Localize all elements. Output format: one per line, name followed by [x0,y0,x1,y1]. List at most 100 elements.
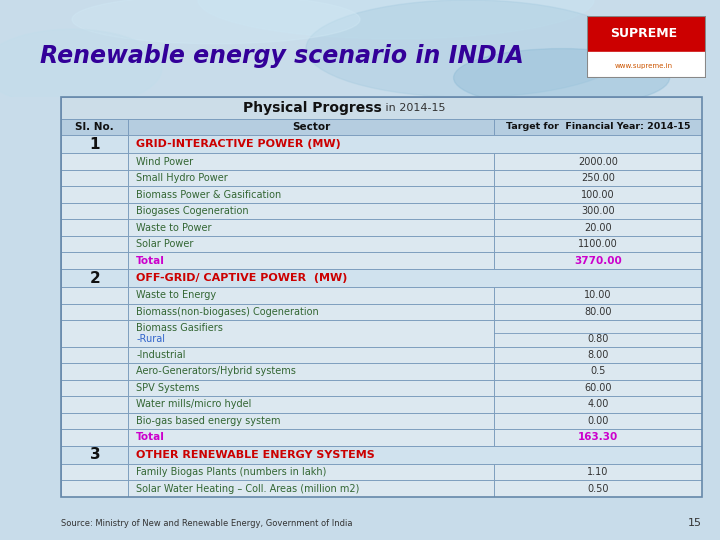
Bar [128,413,494,429]
Bar [128,303,494,320]
Bar [494,287,702,303]
Bar [61,153,128,170]
Text: OFF-GRID/ CAPTIVE POWER  (MW): OFF-GRID/ CAPTIVE POWER (MW) [136,273,348,283]
Text: Biomass(non-biogases) Cogeneration: Biomass(non-biogases) Cogeneration [136,307,319,317]
Text: Source: Ministry of New and Renewable Energy, Government of India: Source: Ministry of New and Renewable En… [61,519,353,528]
Bar [494,363,702,380]
Bar [587,52,706,78]
Text: 250.00: 250.00 [581,173,615,183]
Bar [494,219,702,236]
Bar [494,320,702,347]
Bar [128,464,494,480]
Bar [494,303,702,320]
Text: GRID-INTERACTIVE POWER (MW): GRID-INTERACTIVE POWER (MW) [136,139,341,149]
Bar [61,320,128,347]
Text: SPV Systems: SPV Systems [136,383,199,393]
Bar [128,153,494,170]
Bar [61,287,128,303]
Text: 2000.00: 2000.00 [578,157,618,167]
Bar [61,97,702,119]
Bar [128,236,494,252]
Text: Bio-gas based energy system: Bio-gas based energy system [136,416,281,426]
Bar [128,252,494,269]
Text: Solar Water Heating – Coll. Areas (million m2): Solar Water Heating – Coll. Areas (milli… [136,483,359,494]
Text: 100.00: 100.00 [581,190,615,200]
Bar [61,303,128,320]
Bar [61,396,128,413]
Ellipse shape [454,49,670,107]
Ellipse shape [0,29,162,107]
Bar [494,170,702,186]
Text: 10.00: 10.00 [584,291,611,300]
Bar [494,480,702,497]
Bar [61,347,128,363]
Bar [494,413,702,429]
Bar [128,429,494,445]
Bar [494,203,702,219]
Text: Biomass Power & Gasification: Biomass Power & Gasification [136,190,282,200]
Bar [61,413,128,429]
Bar [61,252,128,269]
Text: SUPREME: SUPREME [611,27,678,40]
Text: Aero-Generators/Hybrid systems: Aero-Generators/Hybrid systems [136,366,296,376]
Text: Wind Power: Wind Power [136,157,193,167]
Text: 1.10: 1.10 [588,467,608,477]
Text: 1100.00: 1100.00 [578,239,618,249]
Bar [494,380,702,396]
Bar [61,464,128,480]
Bar [61,269,128,287]
Text: Target for  Financial Year: 2014-15: Target for Financial Year: 2014-15 [505,123,690,131]
Bar [128,203,494,219]
Text: 60.00: 60.00 [584,383,611,393]
Bar [61,135,128,153]
Bar [128,320,494,347]
Bar [61,380,128,396]
Bar [128,363,494,380]
Bar [494,429,702,445]
Text: Total: Total [136,255,165,266]
Text: Sl. No.: Sl. No. [76,122,114,132]
Text: 3: 3 [89,447,100,462]
Text: Physical Progress: Physical Progress [243,101,382,115]
Ellipse shape [306,0,630,97]
Text: 15: 15 [688,518,702,528]
Text: Renewable energy scenario in INDIA: Renewable energy scenario in INDIA [40,44,523,69]
Bar [494,347,702,363]
Bar [128,269,702,287]
Text: Family Biogas Plants (numbers in lakh): Family Biogas Plants (numbers in lakh) [136,467,327,477]
Bar [61,446,128,464]
Bar [128,170,494,186]
Bar [494,186,702,203]
Text: 0.00: 0.00 [588,416,608,426]
Text: OTHER RENEWABLE ENERGY SYSTEMS: OTHER RENEWABLE ENERGY SYSTEMS [136,450,375,460]
Bar [61,480,128,497]
Text: 0.5: 0.5 [590,366,606,376]
Bar [128,380,494,396]
Text: 163.30: 163.30 [577,433,618,442]
Text: Total: Total [136,433,165,442]
Text: 80.00: 80.00 [584,307,611,317]
Bar [128,135,702,153]
Bar [494,119,702,135]
Text: in 2014-15: in 2014-15 [382,103,445,113]
Bar [61,429,128,445]
Text: www.supreme.in: www.supreme.in [615,63,673,69]
Bar [128,287,494,303]
Bar [128,186,494,203]
Bar [494,252,702,269]
Bar [61,119,128,135]
Bar [494,464,702,480]
Text: -Rural: -Rural [136,334,165,344]
Bar [61,363,128,380]
Bar [128,446,702,464]
Text: 1: 1 [89,137,100,152]
Text: 20.00: 20.00 [584,222,612,233]
Ellipse shape [198,0,594,39]
Bar [494,396,702,413]
Text: Waste to Energy: Waste to Energy [136,291,216,300]
Bar [494,236,702,252]
Text: 4.00: 4.00 [588,400,608,409]
Bar [128,396,494,413]
Bar [61,203,128,219]
Text: 3770.00: 3770.00 [574,255,622,266]
